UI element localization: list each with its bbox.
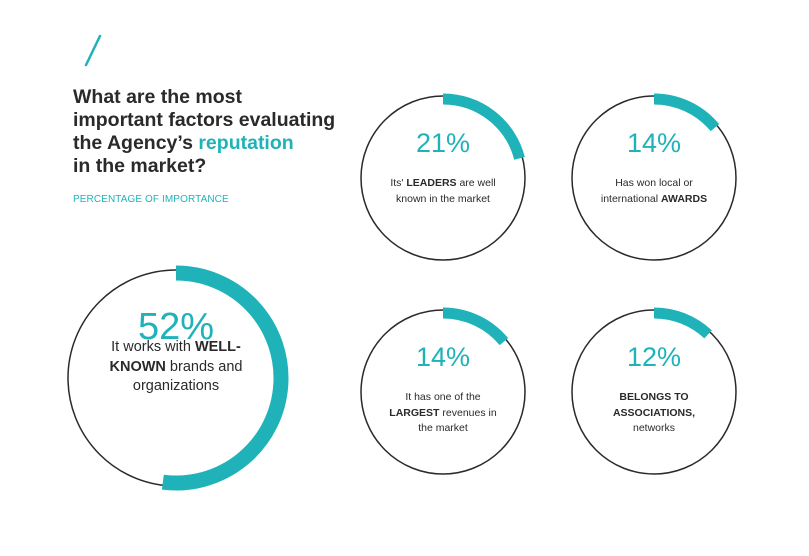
description-pre: It works with [111,339,191,355]
chart-title: What are the most important factors eval… [73,86,373,178]
description-bold: BELONGS TO ASSOCIATIONS, [612,391,696,419]
description-post: networks [632,422,675,434]
bubble-associations: 12% BELONGS TO ASSOCIATIONS, networks [597,342,712,437]
progress-arc-associations [653,307,712,339]
bubble-revenues: 14% It has one of the LARGEST revenues in… [386,342,501,437]
percent-label-awards: 14% [626,128,682,158]
title-highlight: reputation [198,132,294,154]
progress-arc-awards [653,93,720,132]
percent-label-leaders: 21% [415,128,471,158]
description-post: are well known in the market [396,177,496,205]
percent-label-associations: 12% [626,342,682,372]
description-post: revenues in the market [418,406,497,435]
title-line-3-prefix: the Agency’s [73,132,199,154]
bubble-leaders: 21% Its' LEADERS are well known in the ma… [386,128,501,207]
description-leaders: Its' LEADERS are well known in the marke… [386,176,501,207]
description-bold: LEADERS [406,177,457,189]
percent-label-revenues: 14% [415,342,471,372]
slash-decoration-icon [84,34,102,67]
description-awards: Has won local or international AWARDS [597,176,712,207]
description-pre: Has won local or international [600,177,693,205]
bubble-awards: 14% Has won local or international AWARDS [597,128,712,207]
progress-arc-leaders [442,93,525,160]
description-pre: It has one of the [405,391,481,403]
description-bold: LARGEST [389,406,440,419]
description-bold: AWARDS [661,192,708,205]
percent-label-well-known: 52% [137,306,215,348]
description-post: brands and organizations [132,358,243,395]
title-line-4: in the market? [73,155,207,177]
description-revenues: It has one of the LARGEST revenues in th… [386,390,501,437]
description-bold: WELL-KNOWN [109,339,241,375]
description-well-known: It works with WELL-KNOWN brands and orga… [91,338,261,397]
title-line-2: important factors evaluating [73,109,336,131]
chart-subtitle: PERCENTAGE OF IMPORTANCE [73,194,229,205]
description-pre: Its' [390,177,404,189]
title-line-1: What are the most [73,86,243,108]
bubble-well-known: 52% It works with WELL-KNOWN brands and o… [91,306,261,397]
progress-arc-revenues [442,307,509,346]
progress-arc-well-known [161,265,289,491]
description-associations: BELONGS TO ASSOCIATIONS, networks [597,390,712,437]
